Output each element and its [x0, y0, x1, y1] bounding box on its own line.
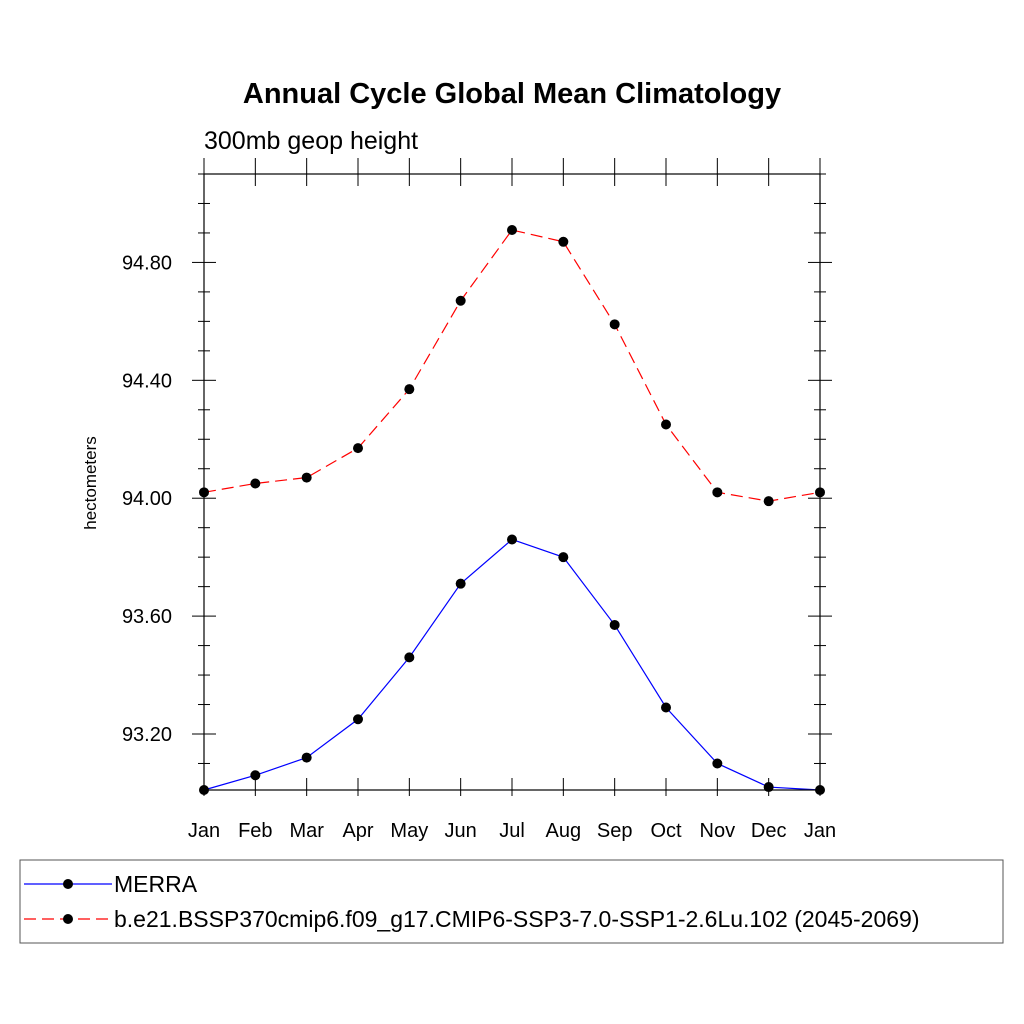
y-tick-label: 94.40	[122, 370, 172, 392]
data-point-0	[250, 770, 261, 781]
axis-ticks: Jan Feb Mar Apr May Jun Jul Aug Sep Oct Nov Dec Jan 9…	[122, 158, 836, 842]
series-line-0	[203, 538, 821, 791]
data-point-1	[404, 384, 415, 395]
data-point-0	[455, 578, 466, 589]
data-point-1	[507, 225, 517, 235]
y-tick-label: 93.60	[122, 606, 172, 628]
chart-title: Annual Cycle Global Mean Climatology	[243, 78, 781, 110]
x-tick-label: Jul	[499, 820, 525, 842]
x-tick-label: Dec	[751, 820, 787, 842]
x-tick-label: Jun	[445, 820, 477, 842]
legend-marker-0	[63, 879, 73, 889]
data-point-0	[507, 534, 517, 545]
x-tick-label: Aug	[546, 820, 582, 842]
y-tick-label: 94.00	[122, 488, 172, 510]
legend-label-0: MERRA	[114, 871, 198, 897]
x-tick-label: Oct	[650, 820, 682, 842]
data-point-0	[661, 702, 671, 713]
legend-label-1: b.e21.BSSP370cmip6.f09_g17.CMIP6-SSP3-7.…	[114, 906, 920, 932]
x-tick-label: Mar	[289, 820, 324, 842]
x-tick-label: Jan	[188, 820, 220, 842]
y-axis-label: hectometers	[81, 436, 100, 530]
y-tick-label: 93.20	[122, 724, 172, 746]
data-point-0	[404, 652, 415, 663]
plot-frame	[203, 173, 821, 791]
data-point-0	[558, 552, 569, 563]
data-point-1	[609, 319, 620, 330]
data-point-1	[712, 487, 723, 498]
data-point-1	[763, 496, 774, 507]
x-tick-label: Feb	[238, 820, 272, 842]
data-point-0	[301, 752, 312, 763]
legend-marker-1	[63, 914, 73, 924]
x-tick-label: Jan	[804, 820, 836, 842]
data-point-1	[558, 236, 569, 247]
data-point-1	[661, 419, 671, 430]
data-point-1	[301, 472, 312, 483]
data-point-0	[609, 619, 620, 630]
data-point-1	[250, 478, 261, 489]
data-point-0	[712, 758, 723, 769]
x-tick-label: Apr	[342, 820, 373, 842]
series-layer	[199, 225, 825, 795]
data-point-1	[455, 295, 466, 306]
x-tick-label: Sep	[597, 820, 633, 842]
x-tick-label: May	[390, 820, 428, 842]
legend-box	[19, 859, 1004, 944]
legend: MERRA b.e21.BSSP370cmip6.f09_g17.CMIP6-SS…	[19, 859, 1004, 944]
y-tick-label: 94.80	[122, 252, 172, 274]
series-line-1	[203, 229, 821, 502]
x-tick-label: Nov	[700, 820, 736, 842]
data-point-1	[353, 443, 363, 454]
data-point-0	[353, 714, 363, 725]
chart-subtitle: 300mb geop height	[204, 127, 418, 155]
